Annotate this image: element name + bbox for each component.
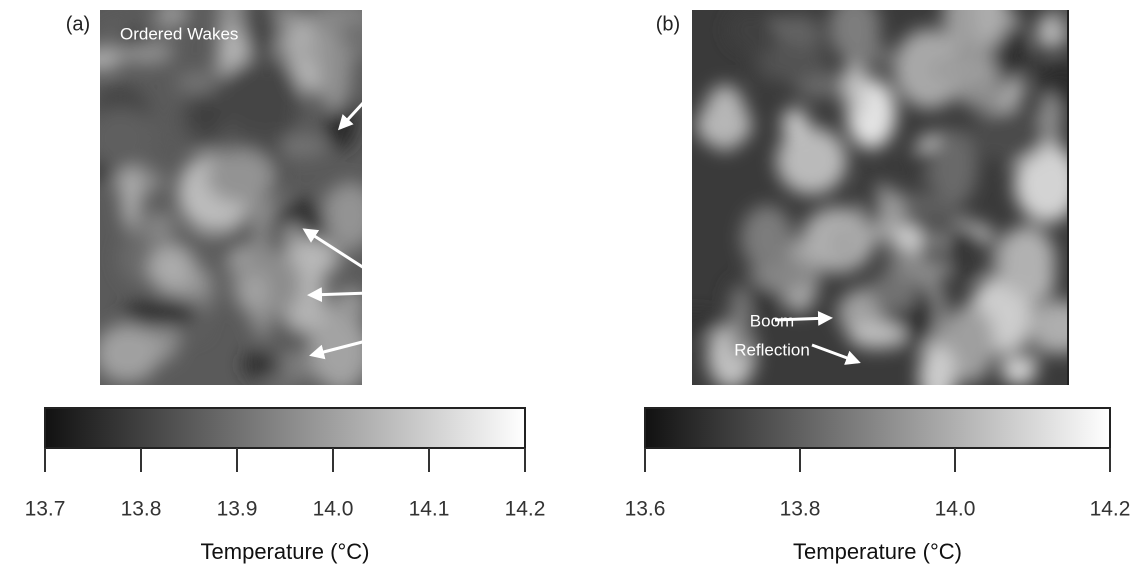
thermal-blob	[186, 93, 227, 140]
thermal-blob	[847, 321, 907, 349]
thermal-blob	[155, 10, 190, 27]
thermal-blob	[319, 36, 352, 114]
thermal-blob	[942, 305, 996, 384]
arrow	[380, 94, 412, 188]
thermal-blob	[100, 107, 156, 170]
thermal-blob	[120, 156, 142, 231]
thermal-blob	[123, 298, 198, 328]
colorbar	[44, 407, 526, 449]
thermal-blob	[843, 60, 868, 119]
axis-label: Temperature (°C)	[201, 539, 370, 564]
thermal-blob	[265, 319, 293, 359]
thermal-blob	[334, 287, 362, 323]
thermal-texture	[100, 10, 362, 385]
thermal-blob	[279, 222, 306, 246]
tick-label: 13.9	[217, 498, 258, 521]
annotation: Boom	[386, 269, 430, 288]
thermal-blob	[1014, 143, 1068, 223]
thermal-blob	[241, 271, 269, 312]
arrow	[302, 228, 376, 277]
thermal-blob	[141, 211, 176, 245]
thermal-blob	[969, 109, 1045, 163]
thermal-blob	[205, 149, 275, 204]
thermal-blob	[776, 126, 848, 195]
thermal-blob	[726, 10, 774, 52]
thermal-blob	[781, 107, 809, 140]
thermal-blob	[931, 128, 978, 208]
arrow	[774, 310, 833, 326]
annotation: Boom	[750, 311, 794, 330]
tick-label: 13.7	[25, 498, 66, 521]
thermal-blob	[148, 245, 194, 290]
thermal-blob	[703, 84, 747, 151]
colorbar	[644, 407, 1111, 449]
thermal-blob	[1031, 300, 1068, 355]
thermal-blob	[692, 312, 727, 335]
panel-label: (b)	[656, 13, 680, 35]
thermal-blob	[943, 226, 988, 279]
arrow	[307, 287, 371, 303]
annotation: Reflection	[734, 340, 810, 359]
thermal-blob	[267, 135, 330, 157]
thermal-blob	[918, 343, 957, 385]
annotation: Feature	[383, 63, 442, 82]
tick-label: 13.8	[780, 498, 821, 521]
thermal-blob	[828, 10, 881, 62]
thermal-blob	[740, 205, 794, 271]
panel-label: (a)	[66, 13, 90, 35]
axis-label: Temperature (°C)	[793, 539, 962, 564]
thermal-blob	[997, 225, 1056, 297]
thermal-blob	[310, 312, 362, 385]
thermal-blob	[219, 62, 290, 132]
arrow	[309, 338, 371, 360]
annotation: Reflection	[370, 298, 446, 317]
thermal-blob	[100, 48, 122, 71]
tick-label: 14.2	[505, 498, 546, 521]
thermal-blob	[1035, 26, 1066, 49]
thermal-blob	[928, 55, 999, 85]
tick-label: 14.1	[409, 498, 450, 521]
annotation: Frontal	[386, 34, 439, 53]
thermal-blob	[323, 182, 362, 249]
thermal-blob	[763, 43, 826, 83]
tick-label: 13.6	[625, 498, 666, 521]
tick-label: 14.2	[1090, 498, 1131, 521]
thermal-texture	[692, 10, 1068, 385]
thermal-blob	[832, 227, 856, 265]
thermal-blob	[118, 43, 174, 65]
annotation: Ordered Wakes	[120, 24, 238, 43]
tick-label: 14.0	[313, 498, 354, 521]
thermal-blob	[976, 10, 1003, 43]
thermal-blob	[100, 324, 160, 383]
tick-label: 14.0	[935, 498, 976, 521]
arrow	[811, 343, 861, 365]
thermal-blob	[243, 350, 274, 379]
tick-label: 13.8	[121, 498, 162, 521]
thermal-blob	[861, 174, 883, 227]
thermal-blob	[906, 212, 952, 234]
arrow	[337, 88, 377, 131]
thermal-blob	[869, 270, 919, 314]
thermal-blob	[886, 242, 913, 273]
thermal-blob	[730, 284, 752, 360]
